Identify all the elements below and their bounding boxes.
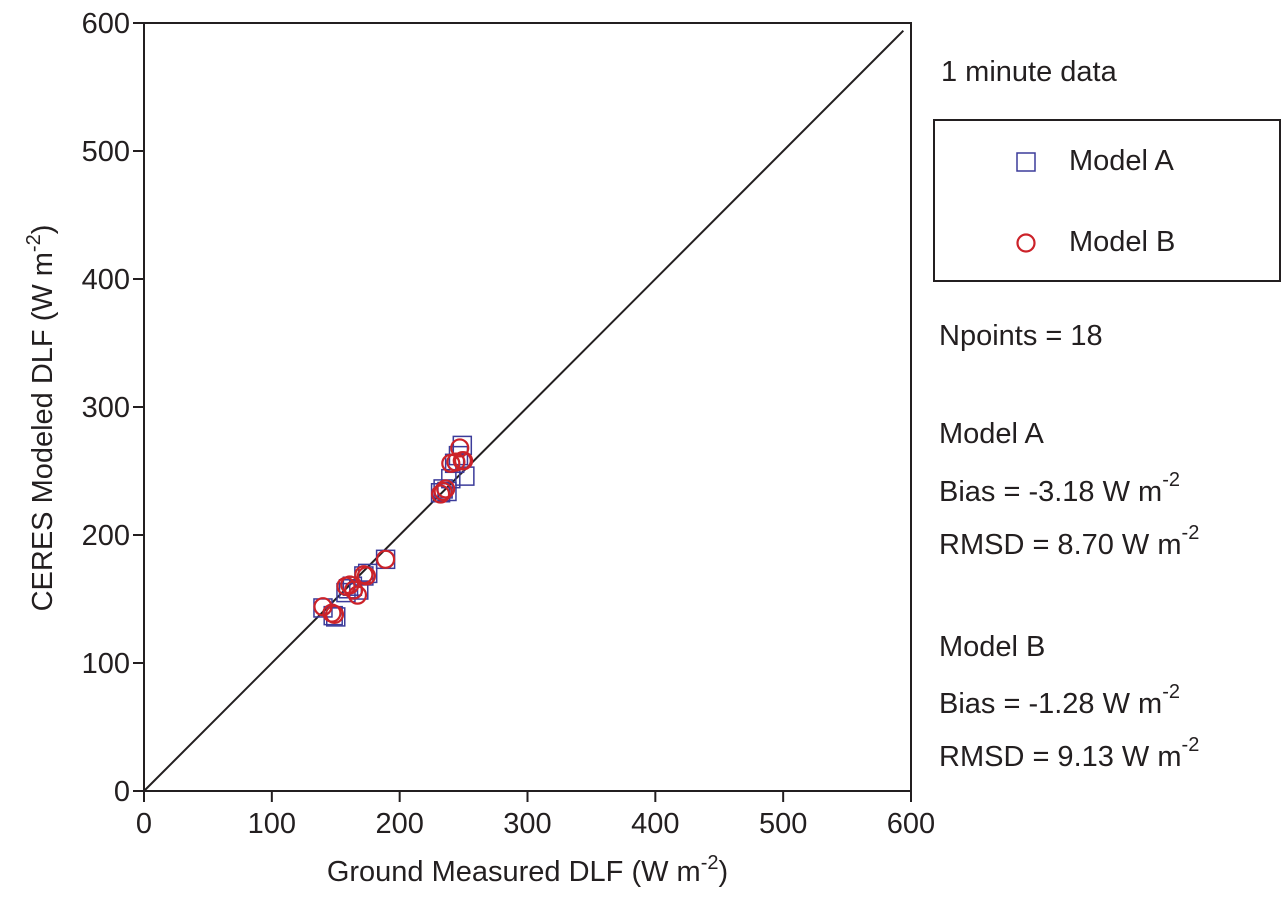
model-b-rmsd-unit-sup: -2 bbox=[1181, 734, 1200, 757]
legend: Model A Model B bbox=[933, 119, 1281, 282]
y-tick-label: 0 bbox=[114, 776, 130, 808]
model-b-point bbox=[446, 452, 466, 472]
y-tick-label: 600 bbox=[82, 8, 130, 40]
x-tick-label: 600 bbox=[887, 808, 935, 840]
model-a-point bbox=[455, 466, 475, 486]
model-a-bias-unit-sup: -2 bbox=[1162, 469, 1181, 492]
model-b-bias: Bias = -1.28 W m-2 bbox=[939, 682, 1180, 721]
x-tick-label: 0 bbox=[136, 808, 152, 840]
y-tick-label: 500 bbox=[82, 136, 130, 168]
y-tick-label: 300 bbox=[82, 392, 130, 424]
y-axis-label-end: ) bbox=[27, 225, 59, 235]
y-axis-label: CERES Modeled DLF (W m-2) bbox=[23, 225, 59, 612]
legend-item-model-a: Model A bbox=[935, 141, 1279, 181]
square-marker-icon bbox=[1016, 152, 1036, 172]
model-a-stats-title: Model A bbox=[939, 418, 1044, 450]
x-tick-label: 300 bbox=[503, 808, 551, 840]
model-b-point bbox=[450, 438, 470, 458]
model-b-point bbox=[344, 580, 364, 600]
x-tick-label: 100 bbox=[248, 808, 296, 840]
legend-item-model-b: Model B bbox=[935, 222, 1279, 262]
x-tick-label: 400 bbox=[631, 808, 679, 840]
model-b-rmsd-text: RMSD = 9.13 W m bbox=[939, 741, 1182, 773]
x-tick-label: 500 bbox=[759, 808, 807, 840]
model-b-point bbox=[376, 549, 396, 569]
legend-label-model-a: Model A bbox=[1069, 145, 1174, 177]
model-b-point bbox=[453, 451, 474, 471]
y-axis-label-main: CERES Modeled DLF (W m bbox=[27, 252, 59, 611]
model-b-point bbox=[433, 481, 453, 502]
circle-marker-icon bbox=[1016, 233, 1036, 253]
model-a-point bbox=[452, 435, 473, 456]
resolution-label: 1 minute data bbox=[941, 56, 1117, 88]
y-axis-label-sup: -2 bbox=[23, 234, 45, 252]
model-a-bias: Bias = -3.18 W m-2 bbox=[939, 470, 1180, 509]
one-to-one-line bbox=[143, 29, 905, 792]
x-axis-label: Ground Measured DLF (W m-2) bbox=[327, 852, 728, 888]
x-tick-label: 200 bbox=[375, 808, 423, 840]
x-axis-label-sup: -2 bbox=[701, 852, 719, 874]
x-axis-label-main: Ground Measured DLF (W m bbox=[327, 856, 701, 888]
y-tick-label: 200 bbox=[82, 520, 130, 552]
y-tick-label: 100 bbox=[82, 648, 130, 680]
legend-label-model-b: Model B bbox=[1069, 226, 1176, 258]
ticks-layer: 0 100 200 300 400 500 600 0 100 200 300 400 500 600 bbox=[82, 8, 936, 840]
model-b-point bbox=[430, 484, 451, 504]
model-a-bias-text: Bias = -3.18 W m bbox=[939, 476, 1163, 508]
x-axis-label-end: ) bbox=[719, 856, 729, 888]
model-b-rmsd: RMSD = 9.13 W m-2 bbox=[939, 735, 1199, 774]
model-b-stats-title: Model B bbox=[939, 631, 1046, 663]
model-a-rmsd-text: RMSD = 8.70 W m bbox=[939, 529, 1182, 561]
model-b-point bbox=[356, 566, 377, 586]
npoints-label: Npoints = 18 bbox=[939, 320, 1103, 352]
points-layer bbox=[313, 435, 475, 627]
model-b-bias-unit-sup: -2 bbox=[1162, 681, 1181, 704]
model-b-point bbox=[347, 585, 368, 605]
model-a-rmsd-unit-sup: -2 bbox=[1181, 522, 1200, 545]
model-a-rmsd: RMSD = 8.70 W m-2 bbox=[939, 523, 1199, 562]
model-b-point bbox=[324, 604, 345, 624]
plot-frame bbox=[143, 22, 912, 792]
y-tick-label: 400 bbox=[82, 264, 130, 296]
model-b-bias-text: Bias = -1.28 W m bbox=[939, 688, 1163, 720]
model-b-point bbox=[436, 479, 456, 499]
